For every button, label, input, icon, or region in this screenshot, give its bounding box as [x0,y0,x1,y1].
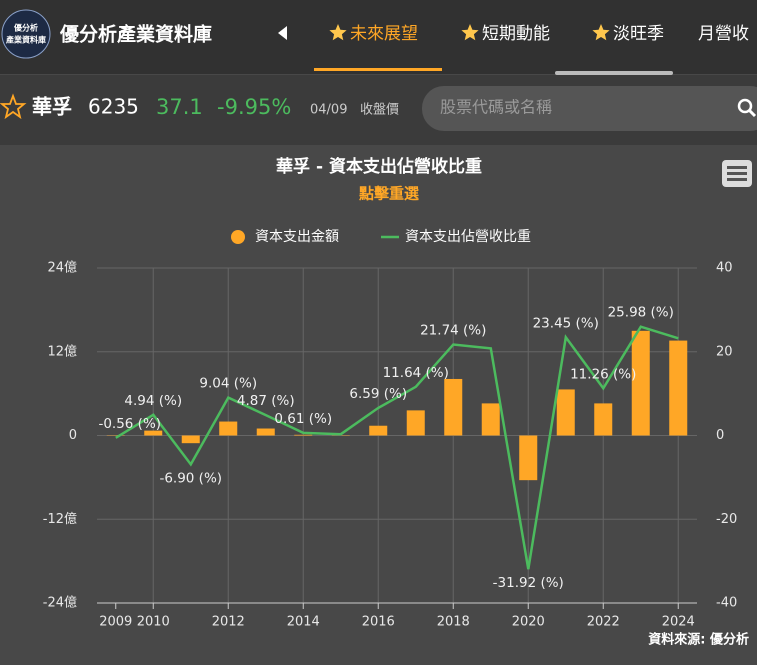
logo[interactable] [2,10,50,58]
stock-change: -9.95% [217,95,291,119]
data-label: 0.61 (%) [274,411,332,427]
y2-tick-label: -40 [716,596,737,611]
bar [519,436,537,481]
x-tick-label: 2010 [137,615,170,630]
legend-label[interactable]: 資本支出金額 [255,229,339,245]
y-tick-label: 24億 [47,260,77,276]
bar [444,379,462,436]
active-tab-underline [314,68,442,71]
tab[interactable]: 未來展望 [350,24,418,44]
logo-text: 產業資料庫 [5,35,46,45]
data-label: 4.94 (%) [124,393,182,409]
x-tick-label: 2014 [287,615,320,630]
scrollbar [555,71,673,75]
chart-subtitle[interactable]: 點擊重選 [359,185,419,203]
x-tick-label: 2020 [512,615,545,630]
stock-code: 6235 [88,95,139,119]
x-tick-label: 2022 [587,615,620,630]
data-label: 4.87 (%) [237,393,295,409]
data-label: 6.59 (%) [349,386,407,402]
y2-tick-label: 0 [716,428,724,443]
data-label: 21.74 (%) [420,322,486,338]
y2-tick-label: -20 [716,512,737,527]
stock-date: 04/09 [310,103,347,118]
bar [182,436,200,444]
data-label: 11.26 (%) [570,366,636,382]
x-tick-label: 2018 [437,615,470,630]
menu-icon [727,166,747,169]
bar [257,429,275,436]
data-label: -6.90 (%) [159,470,222,486]
logo-text: 優分析 [13,23,38,33]
app-title: 優分析產業資料庫 [59,23,212,46]
bar [482,403,500,435]
menu-icon [727,178,747,181]
bar [557,389,575,435]
bar [294,435,312,436]
data-label: 25.98 (%) [608,305,674,321]
bar [219,422,237,436]
bar [632,331,650,436]
x-tick-label: 2016 [362,615,395,630]
y-tick-label: 0 [69,428,77,443]
bar [594,403,612,435]
bar [407,410,425,435]
price-note: 收盤價 [360,103,399,118]
y-tick-label: -24億 [43,595,77,611]
y2-tick-label: 20 [716,344,733,359]
x-tick-label: 2012 [212,615,245,630]
legend-label[interactable]: 資本支出佔營收比重 [405,229,531,245]
bar [669,341,687,436]
data-label: -31.92 (%) [493,575,564,591]
data-label: 11.64 (%) [383,365,449,381]
tab[interactable]: 月營收 [698,24,749,44]
stock-name: 華孚 [32,95,72,119]
y-tick-label: -12億 [43,511,77,527]
search-placeholder: 股票代碼或名稱 [440,98,552,117]
chart-title: 華孚 - 資本支出佔營收比重 [276,156,482,177]
tab[interactable]: 短期動能 [482,24,550,44]
x-tick-label: 2024 [662,615,695,630]
legend-swatch [231,230,245,244]
menu-icon [727,172,747,175]
source: 資料來源: 優分析 [648,632,749,648]
data-label: 23.45 (%) [533,315,599,331]
y-tick-label: 12億 [47,343,77,359]
bar [369,426,387,436]
data-label: -0.56 (%) [98,416,161,432]
y2-tick-label: 40 [716,261,733,276]
stock-price: 37.1 [156,95,203,119]
data-label: 9.04 (%) [199,376,257,392]
x-tick-label: 2009 [99,615,132,630]
tab[interactable]: 淡旺季 [613,24,664,44]
